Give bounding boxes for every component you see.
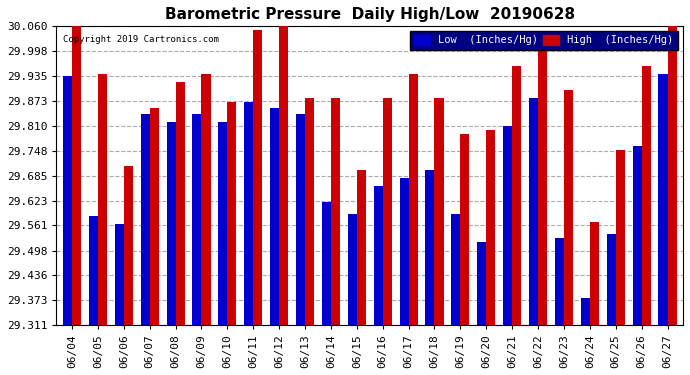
- Bar: [486, 130, 495, 325]
- Bar: [451, 214, 460, 325]
- Bar: [426, 170, 435, 325]
- Text: Copyright 2019 Cartronics.com: Copyright 2019 Cartronics.com: [63, 35, 219, 44]
- Bar: [331, 98, 340, 325]
- Bar: [166, 122, 175, 325]
- Bar: [115, 224, 124, 325]
- Bar: [529, 98, 538, 325]
- Bar: [348, 214, 357, 325]
- Bar: [667, 26, 677, 325]
- Bar: [400, 178, 408, 325]
- Bar: [555, 238, 564, 325]
- Bar: [503, 126, 512, 325]
- Bar: [538, 50, 547, 325]
- Title: Barometric Pressure  Daily High/Low  20190628: Barometric Pressure Daily High/Low 20190…: [165, 7, 575, 22]
- Bar: [98, 74, 107, 325]
- Bar: [228, 102, 237, 325]
- Bar: [477, 242, 486, 325]
- Bar: [408, 74, 417, 325]
- Bar: [564, 90, 573, 325]
- Bar: [63, 76, 72, 325]
- Bar: [615, 150, 625, 325]
- Bar: [581, 298, 590, 325]
- Bar: [201, 74, 210, 325]
- Bar: [590, 222, 599, 325]
- Bar: [89, 216, 98, 325]
- Bar: [383, 98, 392, 325]
- Bar: [322, 202, 331, 325]
- Bar: [357, 170, 366, 325]
- Bar: [253, 30, 262, 325]
- Bar: [244, 102, 253, 325]
- Bar: [124, 166, 133, 325]
- Bar: [435, 98, 444, 325]
- Bar: [218, 122, 228, 325]
- Bar: [72, 26, 81, 325]
- Bar: [460, 134, 469, 325]
- Bar: [305, 98, 314, 325]
- Bar: [141, 114, 150, 325]
- Bar: [512, 66, 521, 325]
- Bar: [374, 186, 383, 325]
- Bar: [633, 146, 642, 325]
- Bar: [658, 74, 667, 325]
- Bar: [270, 108, 279, 325]
- Legend: Low  (Inches/Hg), High  (Inches/Hg): Low (Inches/Hg), High (Inches/Hg): [410, 31, 678, 50]
- Bar: [607, 234, 615, 325]
- Bar: [642, 66, 651, 325]
- Bar: [175, 82, 185, 325]
- Bar: [150, 108, 159, 325]
- Bar: [296, 114, 305, 325]
- Bar: [193, 114, 201, 325]
- Bar: [279, 26, 288, 325]
